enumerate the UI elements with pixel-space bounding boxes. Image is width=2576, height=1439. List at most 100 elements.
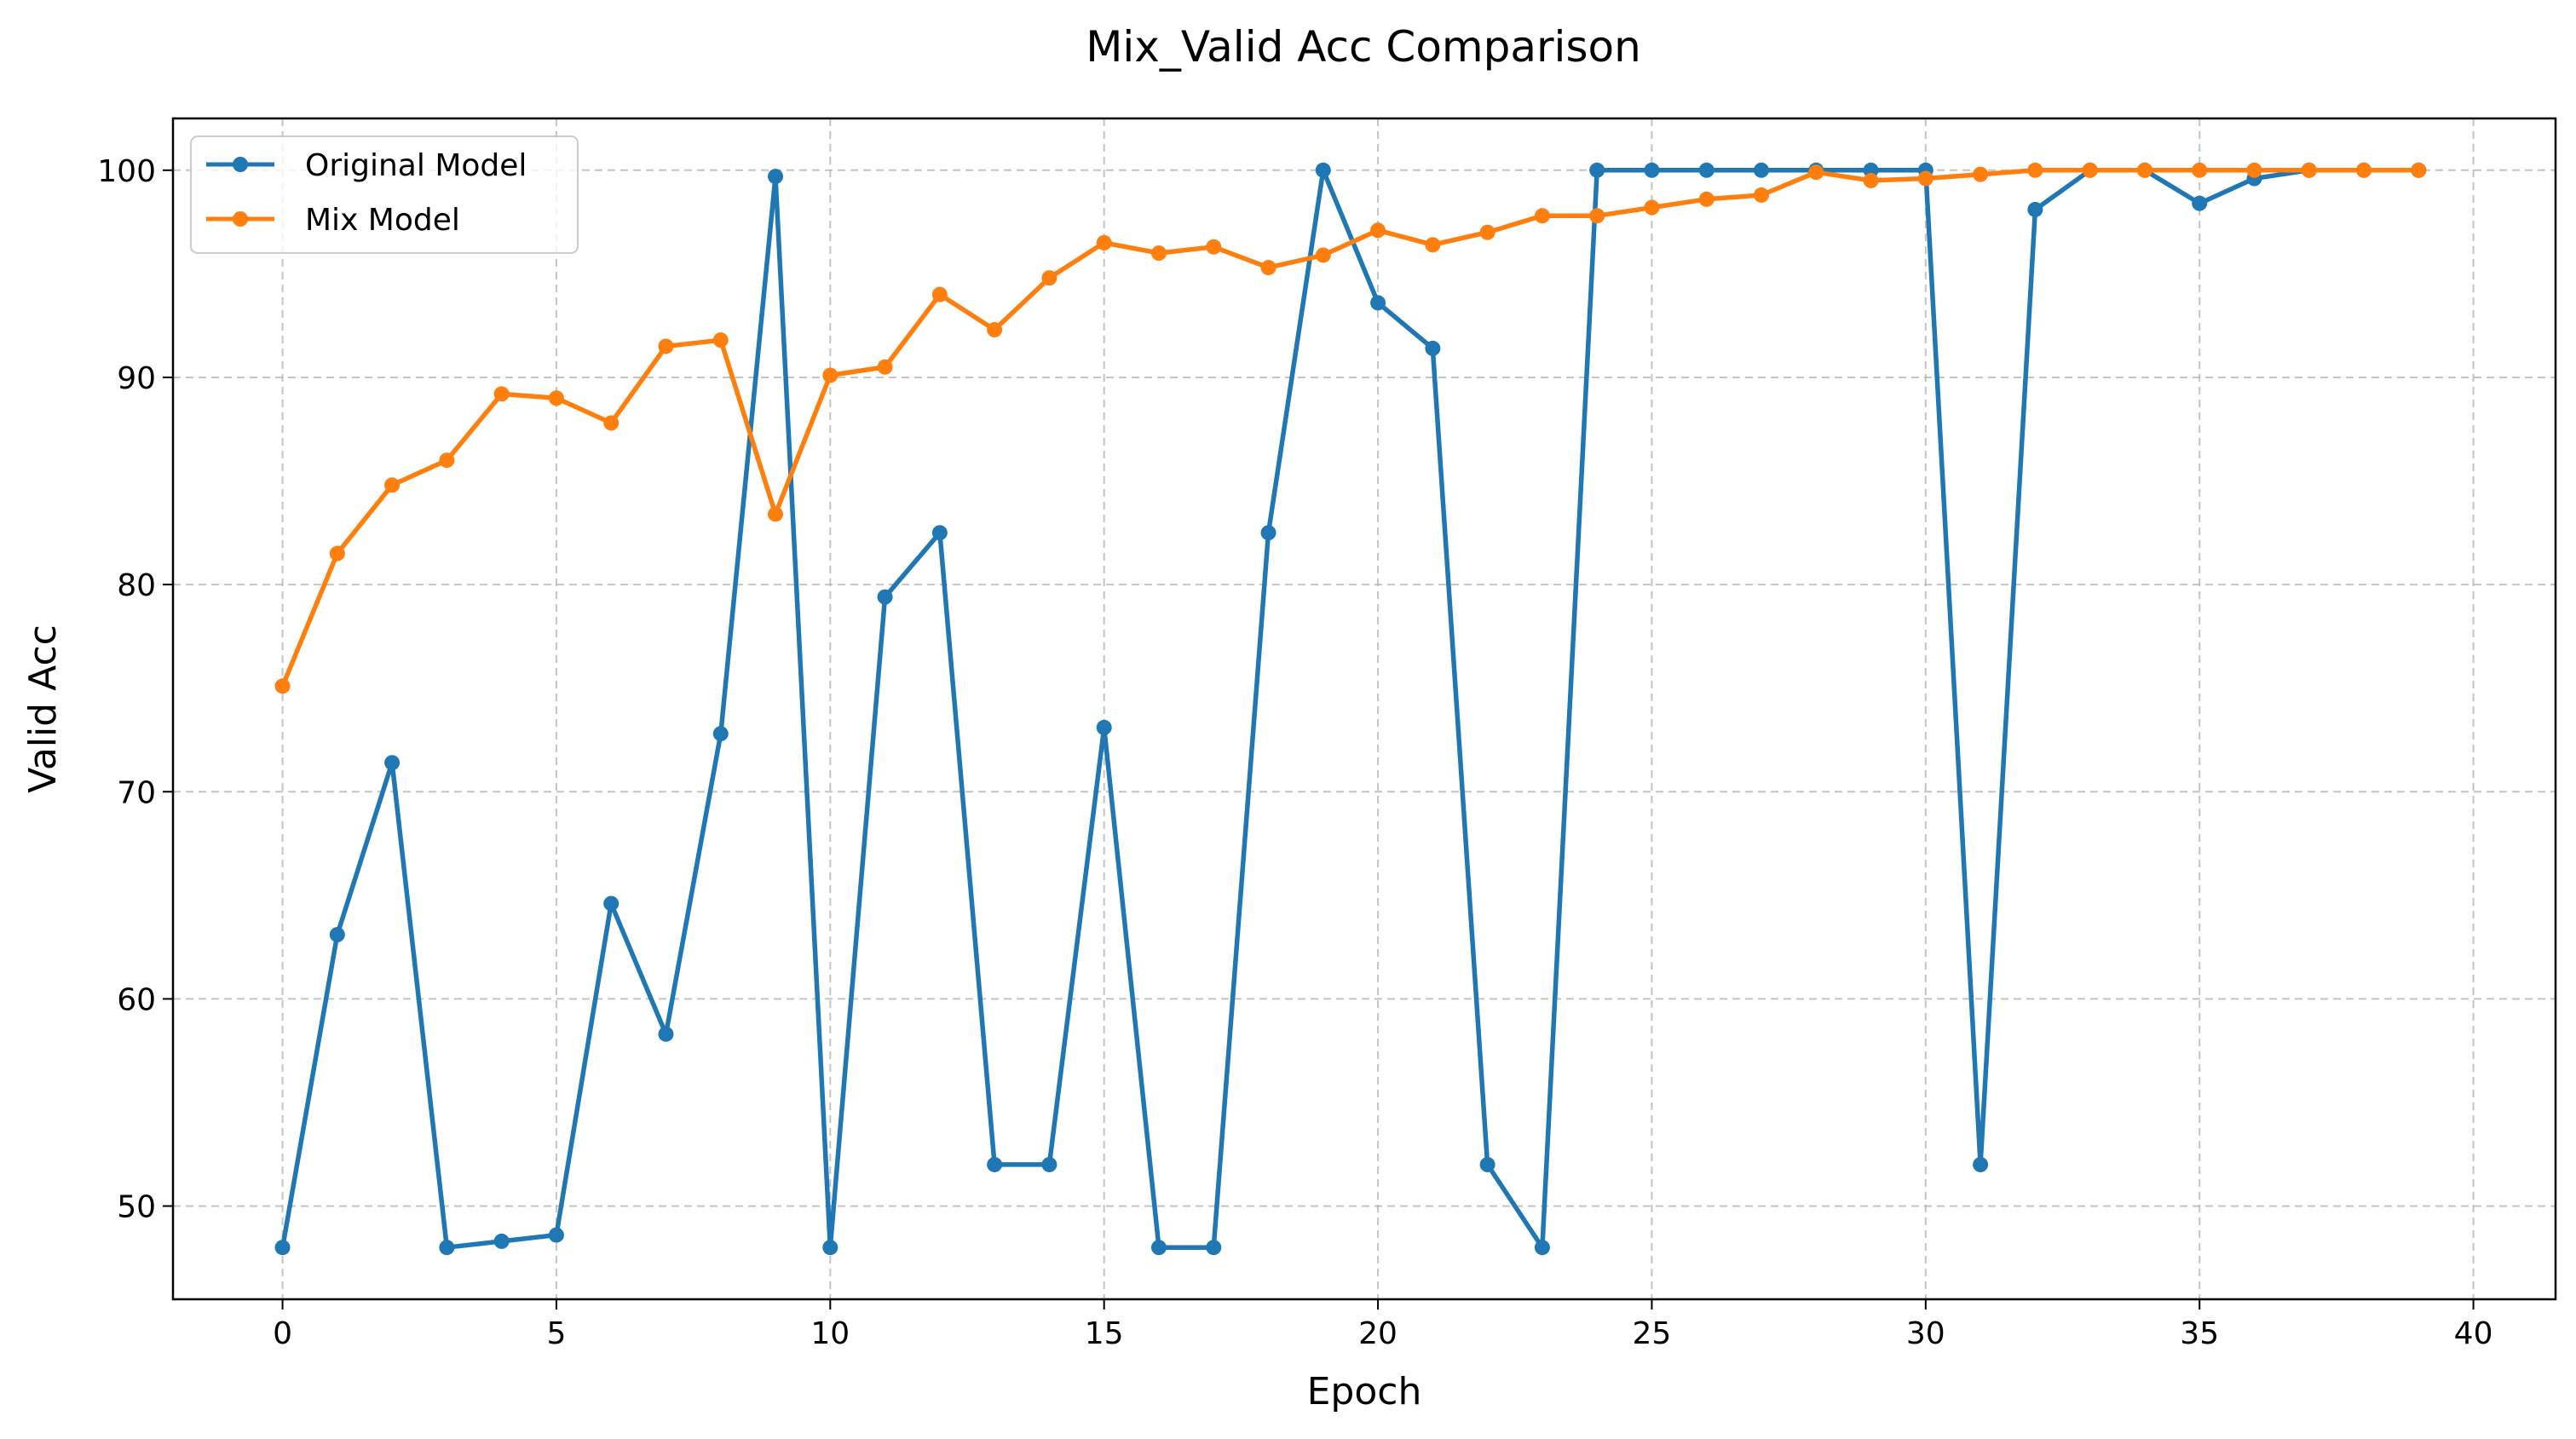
data-point-original-model <box>822 1240 838 1256</box>
data-point-mix-model <box>1096 234 1112 250</box>
legend-label-original-model: Original Model <box>305 148 527 183</box>
data-point-original-model <box>548 1227 564 1243</box>
legend-marker-mix-model <box>233 211 248 227</box>
data-point-original-model <box>1425 340 1441 356</box>
x-tick-label: 40 <box>2454 1316 2493 1351</box>
legend-marker-original-model <box>233 157 248 172</box>
data-point-mix-model <box>822 367 838 383</box>
data-point-mix-model <box>987 322 1003 338</box>
series-mix-model <box>274 162 2427 694</box>
data-point-mix-model <box>877 359 893 375</box>
legend-frame <box>190 135 579 254</box>
data-point-mix-model <box>1754 187 1769 203</box>
data-point-original-model <box>1479 1156 1495 1172</box>
data-point-original-model <box>658 1026 674 1042</box>
data-point-original-model <box>1206 1240 1222 1256</box>
data-point-mix-model <box>1698 191 1714 207</box>
data-point-mix-model <box>1370 222 1386 239</box>
data-point-original-model <box>987 1156 1003 1172</box>
data-point-original-model <box>1534 1240 1550 1256</box>
series-line-original-model <box>279 168 2422 1250</box>
data-point-mix-model <box>1973 166 1989 182</box>
y-tick-label: 70 <box>117 775 156 810</box>
data-point-mix-model <box>603 415 620 431</box>
x-tick-label: 20 <box>1358 1316 1397 1351</box>
data-point-original-model <box>329 927 345 943</box>
data-point-mix-model <box>329 545 345 561</box>
data-point-mix-model <box>1041 270 1057 286</box>
data-point-mix-model <box>931 286 948 302</box>
data-point-mix-model <box>439 452 455 469</box>
data-point-original-model <box>2027 201 2043 217</box>
plot-frame <box>171 117 2557 1301</box>
data-point-original-model <box>1096 719 1112 735</box>
data-point-mix-model <box>2192 162 2208 178</box>
x-tick-label: 5 <box>546 1316 566 1351</box>
series-line-mix-model <box>279 168 2422 689</box>
data-point-mix-model <box>658 338 674 354</box>
data-point-original-model <box>1315 162 1331 178</box>
data-point-original-model <box>1973 1156 1989 1172</box>
data-point-original-model <box>1698 162 1714 178</box>
data-point-original-model <box>439 1240 455 1256</box>
x-axis-label: Epoch <box>1307 1370 1422 1413</box>
legend-label-mix-model: Mix Model <box>305 203 460 238</box>
series-layer <box>274 162 2427 1256</box>
grid <box>173 118 2556 1299</box>
x-tick-label: 35 <box>2180 1316 2219 1351</box>
data-point-mix-model <box>2411 162 2427 178</box>
x-tick-label: 30 <box>1906 1316 1945 1351</box>
data-point-mix-model <box>1425 237 1441 253</box>
data-point-mix-model <box>1589 208 1605 224</box>
data-point-original-model <box>768 169 784 185</box>
data-point-mix-model <box>2082 162 2098 178</box>
data-point-mix-model <box>1534 208 1550 224</box>
data-point-original-model <box>384 755 401 771</box>
data-point-mix-model <box>2136 162 2152 178</box>
data-point-mix-model <box>1644 199 1660 216</box>
data-point-original-model <box>1370 295 1386 311</box>
data-point-original-model <box>274 1240 291 1256</box>
chart-title: Mix_Valid Acc Comparison <box>1086 22 1641 72</box>
data-point-original-model <box>493 1233 510 1249</box>
y-tick-label: 60 <box>117 982 156 1017</box>
data-point-mix-model <box>2301 162 2317 178</box>
data-point-mix-model <box>493 386 510 402</box>
data-point-mix-model <box>768 506 784 522</box>
x-tick-label: 10 <box>810 1316 850 1351</box>
data-point-mix-model <box>1315 247 1331 263</box>
data-point-original-model <box>1150 1240 1167 1256</box>
data-point-original-model <box>1754 162 1769 178</box>
ticks: 0 5 10 15 20 25 30 35 40 50 60 70 80 90 100 <box>97 154 2492 1351</box>
data-point-original-model <box>1041 1156 1057 1172</box>
data-point-original-model <box>2192 195 2208 211</box>
data-point-mix-model <box>712 332 729 348</box>
data-point-mix-model <box>1863 172 1879 188</box>
data-point-mix-model <box>2027 162 2043 178</box>
data-point-mix-model <box>1808 164 1824 181</box>
data-point-mix-model <box>1479 224 1495 240</box>
data-point-original-model <box>1260 525 1276 541</box>
data-point-original-model <box>603 895 620 912</box>
data-point-original-model <box>712 726 729 742</box>
legend: Original Model Mix Model <box>190 135 579 254</box>
data-point-original-model <box>1644 162 1660 178</box>
data-point-mix-model <box>1150 245 1167 262</box>
y-tick-label: 50 <box>117 1190 156 1225</box>
data-point-original-model <box>931 525 948 541</box>
x-tick-label: 25 <box>1633 1316 1672 1351</box>
data-point-mix-model <box>1260 260 1276 276</box>
data-point-mix-model <box>2356 162 2372 178</box>
y-tick-label: 100 <box>97 154 156 189</box>
y-axis-label: Valid Acc <box>21 625 65 793</box>
data-point-original-model <box>1589 162 1605 178</box>
data-point-mix-model <box>384 477 401 493</box>
y-tick-label: 90 <box>117 361 156 396</box>
data-point-mix-model <box>274 678 291 694</box>
x-tick-label: 0 <box>273 1316 292 1351</box>
data-point-original-model <box>877 589 893 605</box>
data-point-mix-model <box>548 390 564 406</box>
data-point-mix-model <box>2246 162 2262 178</box>
data-point-mix-model <box>1206 239 1222 255</box>
